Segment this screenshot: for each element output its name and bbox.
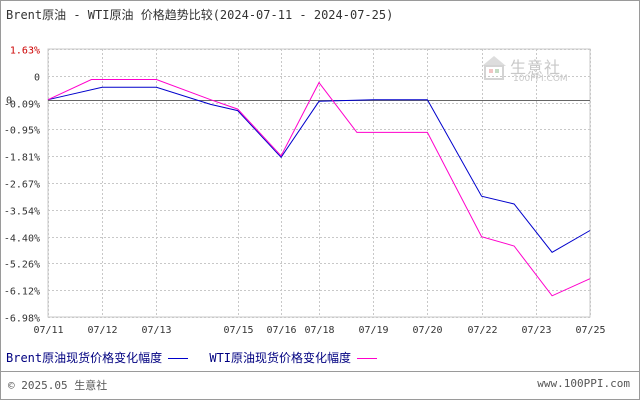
x-tick-label: 07/20 xyxy=(412,325,442,336)
watermark-subtext: 100PPI.COM xyxy=(513,74,568,84)
x-tick-label: 07/19 xyxy=(358,325,388,336)
x-tick-label: 07/16 xyxy=(266,325,296,336)
chart-legend: Brent原油现货价格变化幅度 WTI原油现货价格变化幅度 xyxy=(6,349,391,366)
site-url: www.100PPI.com xyxy=(537,377,630,390)
legend-swatch-brent xyxy=(168,358,189,359)
y-tick-label: -1.81% xyxy=(4,153,40,164)
y-tick-label: -5.26% xyxy=(4,260,40,271)
footer-divider xyxy=(0,371,640,372)
watermark-logo: 生意社 100PPI.COM xyxy=(480,52,576,92)
y-tick-label: -0.95% xyxy=(4,126,40,137)
y-tick-label: -2.67% xyxy=(4,180,40,191)
x-tick-label: 07/11 xyxy=(33,325,63,336)
y-tick-label: -3.54% xyxy=(4,207,40,218)
series-line-wti xyxy=(47,79,591,297)
legend-label-brent: Brent原油现货价格变化幅度 xyxy=(6,351,163,365)
y-tick-label: 0 xyxy=(34,73,40,84)
x-tick-label: 07/15 xyxy=(223,325,253,336)
x-tick-label: 07/22 xyxy=(467,325,497,336)
copyright-text: © 2025.05 生意社 xyxy=(8,379,108,392)
legend-label-wti: WTI原油现货价格变化幅度 xyxy=(209,351,352,365)
zero-tick-label: 0 xyxy=(6,96,12,107)
watermark-text: 生意社 xyxy=(510,58,562,77)
y-tick-label: -6.98% xyxy=(4,314,40,325)
y-tick-label: -0.09% xyxy=(4,100,40,111)
y-tick-label: -6.12% xyxy=(4,287,40,298)
legend-swatch-wti xyxy=(357,358,378,359)
y-tick-label: 1.63% xyxy=(10,46,40,57)
legend-item-brent: Brent原油现货价格变化幅度 xyxy=(6,349,189,366)
house-icon xyxy=(482,56,506,80)
series-line-brent xyxy=(47,86,591,253)
legend-item-wti: WTI原油现货价格变化幅度 xyxy=(209,349,378,366)
x-tick-label: 07/18 xyxy=(304,325,334,336)
x-tick-label: 07/23 xyxy=(521,325,551,336)
y-tick-label: -4.40% xyxy=(4,234,40,245)
x-tick-label: 07/25 xyxy=(575,325,605,336)
x-tick-label: 07/12 xyxy=(87,325,117,336)
chart-title: Brent原油 - WTI原油 价格趋势比较(2024-07-11 - 2024… xyxy=(6,8,394,22)
x-tick-label: 07/13 xyxy=(141,325,171,336)
